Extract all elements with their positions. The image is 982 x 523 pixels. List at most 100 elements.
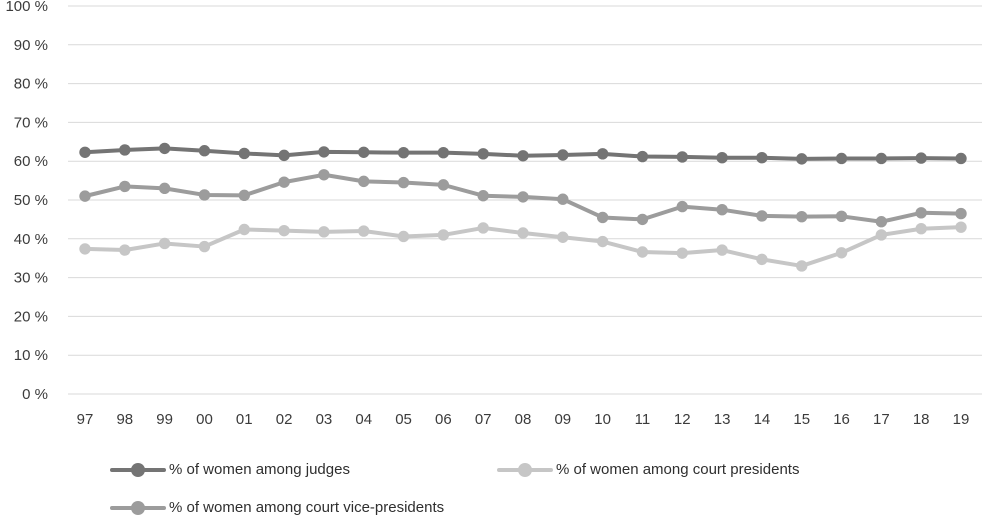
legend-label-court-vice-presidents: % of women among court vice-presidents xyxy=(169,499,445,516)
y-tick-label: 50 % xyxy=(14,192,48,209)
data-point-marker xyxy=(676,151,688,163)
data-point-marker xyxy=(676,200,688,213)
legend-label-judges: % of women among judges xyxy=(169,461,350,478)
x-tick-label: 14 xyxy=(754,411,771,428)
data-point-marker xyxy=(875,216,888,228)
data-point-marker xyxy=(596,148,609,160)
data-point-marker xyxy=(437,146,450,159)
data-point-marker xyxy=(676,247,688,259)
data-point-marker xyxy=(79,146,91,158)
y-tick-label: 0 % xyxy=(22,386,48,403)
legend-item-judges[interactable]: % of women among judges xyxy=(110,460,350,480)
legend-label-court-presidents: % of women among court presidents xyxy=(556,461,800,478)
series-0 xyxy=(79,142,967,165)
data-point-marker xyxy=(716,204,728,216)
line-marker-icon xyxy=(497,463,553,477)
data-point-marker xyxy=(756,253,768,266)
data-point-marker xyxy=(557,149,569,161)
data-point-marker xyxy=(517,227,529,239)
data-point-marker xyxy=(119,144,131,156)
data-point-marker xyxy=(278,224,290,237)
data-point-marker xyxy=(437,179,450,191)
data-point-marker xyxy=(557,193,569,205)
chart-plot-area: 0 % 10 % 20 % 30 % 40 % 50 % 60 % 70 % 80 % 90 % 1… xyxy=(5,0,982,428)
data-point-marker xyxy=(915,152,927,164)
series-2 xyxy=(79,169,967,228)
x-tick-label: 10 xyxy=(594,411,611,428)
y-tick-label: 70 % xyxy=(14,114,48,131)
data-point-marker xyxy=(636,246,649,258)
data-point-marker xyxy=(796,153,808,165)
data-point-marker xyxy=(238,223,250,236)
data-point-marker xyxy=(158,142,171,155)
data-point-marker xyxy=(318,146,330,158)
data-point-marker xyxy=(477,148,489,160)
x-tick-label: 08 xyxy=(515,411,532,428)
x-tick-label: 05 xyxy=(395,411,412,428)
data-point-marker xyxy=(238,189,250,202)
data-point-marker xyxy=(477,222,489,234)
data-point-marker xyxy=(716,152,728,164)
data-point-marker xyxy=(636,150,649,163)
x-tick-label: 07 xyxy=(475,411,492,428)
x-tick-label: 98 xyxy=(116,411,133,428)
legend-item-court-vice-presidents[interactable]: % of women among court vice-presidents xyxy=(110,498,444,518)
data-point-marker xyxy=(397,146,410,159)
data-point-marker xyxy=(119,244,131,256)
data-point-marker xyxy=(437,229,450,241)
y-tick-label: 90 % xyxy=(14,37,48,54)
data-point-marker xyxy=(756,152,768,164)
data-point-marker xyxy=(198,145,211,157)
data-point-marker xyxy=(397,176,410,189)
data-point-marker xyxy=(358,225,370,237)
data-point-marker xyxy=(756,210,768,222)
x-tick-label: 13 xyxy=(714,411,731,428)
data-point-marker xyxy=(278,176,290,188)
series-1 xyxy=(79,221,967,272)
data-point-marker xyxy=(596,235,609,248)
x-tick-label: 16 xyxy=(833,411,850,428)
data-point-marker xyxy=(636,213,649,226)
data-point-marker xyxy=(358,146,370,158)
data-point-marker xyxy=(278,149,290,162)
data-point-marker xyxy=(238,147,250,160)
y-tick-label: 100 % xyxy=(5,0,48,15)
data-point-marker xyxy=(955,207,967,220)
y-tick-label: 30 % xyxy=(14,270,48,287)
data-point-marker xyxy=(835,210,848,222)
data-point-marker xyxy=(835,152,848,165)
x-axis-tick-labels: 97 98 99 00 01 02 03 04 05 06 07 08 09 10 11 12 13 14 15 16… xyxy=(77,411,970,428)
data-point-marker xyxy=(119,180,131,193)
data-point-marker xyxy=(796,260,808,272)
legend-item-court-presidents[interactable]: % of women among court presidents xyxy=(497,460,799,480)
x-tick-label: 19 xyxy=(953,411,970,428)
data-point-marker xyxy=(557,231,569,243)
x-tick-label: 02 xyxy=(276,411,293,428)
y-tick-label: 10 % xyxy=(14,347,48,364)
y-tick-label: 20 % xyxy=(14,308,48,325)
x-tick-label: 06 xyxy=(435,411,452,428)
x-tick-label: 97 xyxy=(77,411,94,428)
data-point-marker xyxy=(955,152,967,165)
data-point-marker xyxy=(79,190,91,202)
x-tick-label: 04 xyxy=(355,411,372,428)
data-point-marker xyxy=(477,190,489,202)
y-tick-label: 60 % xyxy=(14,153,48,170)
data-point-marker xyxy=(835,247,848,259)
y-tick-label: 40 % xyxy=(14,231,48,248)
x-tick-label: 09 xyxy=(554,411,571,428)
y-axis-tick-labels: 0 % 10 % 20 % 30 % 40 % 50 % 60 % 70 % 80 % 90 % 1… xyxy=(5,0,48,403)
data-point-marker xyxy=(79,243,91,255)
x-tick-label: 99 xyxy=(156,411,173,428)
data-point-marker xyxy=(158,237,171,250)
data-point-marker xyxy=(397,230,410,243)
data-point-marker xyxy=(158,182,171,195)
data-point-marker xyxy=(915,207,927,219)
line-marker-icon xyxy=(110,463,166,477)
x-tick-label: 15 xyxy=(793,411,810,428)
data-point-marker xyxy=(198,189,211,201)
data-point-marker xyxy=(915,223,927,235)
x-tick-label: 12 xyxy=(674,411,691,428)
x-tick-label: 11 xyxy=(635,411,651,428)
x-tick-label: 17 xyxy=(873,411,890,428)
